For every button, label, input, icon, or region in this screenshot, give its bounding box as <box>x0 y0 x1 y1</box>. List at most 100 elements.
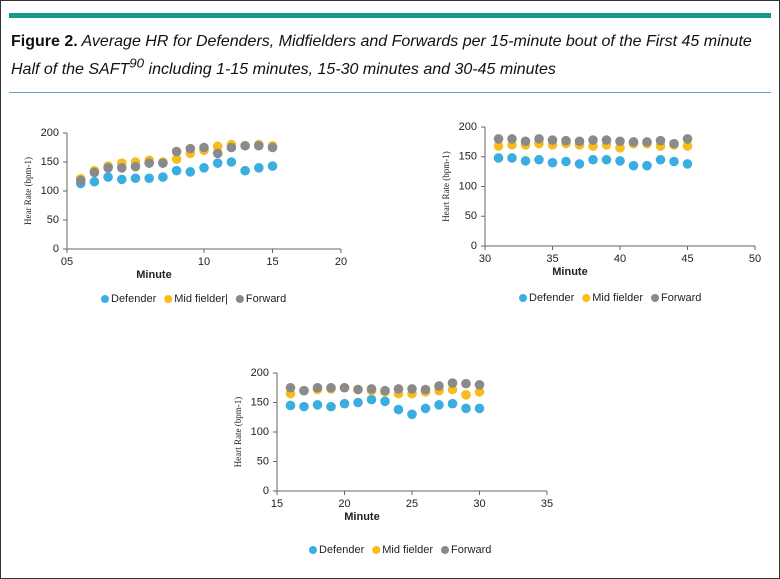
scatter-point <box>628 160 639 171</box>
scatter-point <box>199 142 209 153</box>
x-tick-label: 20 <box>335 256 347 268</box>
scatter-point <box>89 167 100 178</box>
x-axis-label: Minute <box>344 511 379 523</box>
scatter-point <box>434 400 444 410</box>
scatter-point <box>171 154 182 164</box>
scatter-point <box>380 396 390 407</box>
scatter-point <box>534 154 544 165</box>
y-tick-label: 50 <box>465 210 477 222</box>
y-tick-label: 0 <box>53 243 59 255</box>
scatter-point <box>144 158 154 168</box>
scatter-point <box>130 161 141 172</box>
scatter-point <box>393 384 404 394</box>
caption-text: Average HR for Defenders, Midfielders an… <box>11 33 752 79</box>
legend-marker <box>582 294 591 302</box>
scatter-point <box>326 401 336 412</box>
scatter-point <box>655 154 666 165</box>
scatter-point <box>507 134 517 144</box>
scatter-point <box>326 382 336 393</box>
scatter-point <box>520 136 531 147</box>
scatter-point <box>89 176 100 187</box>
scatter-point <box>103 163 113 173</box>
x-tick-label: 15 <box>271 498 283 510</box>
scatter-point <box>380 385 390 396</box>
scatter-point <box>312 382 323 393</box>
y-axis-label: Heart Rate (bpm-1) <box>441 151 451 221</box>
scatter-point <box>682 134 693 144</box>
scatter-point <box>158 158 168 168</box>
scatter-point <box>588 154 598 165</box>
scatter-point <box>461 390 471 400</box>
scatter-point <box>534 134 544 144</box>
x-tick-label: 05 <box>61 256 73 268</box>
x-tick-label: 35 <box>541 498 553 510</box>
legend-label: Forward <box>451 544 491 556</box>
scatter-point <box>240 165 250 176</box>
legend-marker <box>164 295 173 303</box>
scatter-point <box>615 136 625 147</box>
scatter-point <box>628 137 639 147</box>
scatter-point <box>461 403 471 414</box>
scatter-point <box>669 156 679 167</box>
scatter-point <box>299 401 309 412</box>
scatter-point <box>561 135 571 146</box>
scatter-point <box>226 157 237 167</box>
scatter-point <box>642 160 652 171</box>
x-axis-label: Minute <box>136 269 171 281</box>
scatter-point <box>130 173 141 184</box>
scatter-point <box>393 404 404 415</box>
scatter-point <box>588 135 598 145</box>
legend-marker <box>101 295 109 303</box>
scatter-point <box>434 381 444 391</box>
x-tick-label: 35 <box>546 253 558 265</box>
legend-marker <box>309 546 317 554</box>
scatter-point <box>353 397 363 408</box>
scatter-point <box>461 378 471 389</box>
scatter-point <box>407 384 417 394</box>
scatter-point <box>240 140 250 151</box>
scatter-point <box>547 157 558 168</box>
scatter-point <box>199 163 209 173</box>
x-tick-label: 30 <box>479 253 491 265</box>
legend-label: Mid fielder| <box>174 293 228 305</box>
scatter-point <box>493 141 504 151</box>
scatter-point <box>285 400 296 411</box>
x-tick-label: 40 <box>614 253 626 265</box>
scatter-point <box>447 378 458 388</box>
scatter-point <box>253 163 264 173</box>
y-tick-label: 150 <box>41 156 59 168</box>
caption-text: including 1-15 minutes, 15-30 minutes an… <box>144 61 556 79</box>
scatter-point <box>493 153 504 163</box>
scatter-point <box>158 172 168 182</box>
scatter-point <box>212 148 223 159</box>
y-tick-label: 0 <box>471 240 477 252</box>
x-tick-label: 20 <box>338 498 350 510</box>
legend-label: Forward <box>661 292 701 304</box>
scatter-point <box>447 398 458 409</box>
x-axis-label: Minute <box>552 266 587 278</box>
scatter-point <box>574 136 585 147</box>
y-tick-label: 200 <box>251 367 269 379</box>
scatter-point <box>103 172 113 182</box>
y-tick-label: 200 <box>459 121 477 133</box>
scatter-point <box>366 384 377 394</box>
legend-label: Mid fielder <box>592 292 643 304</box>
legend-label: Mid fielder <box>382 544 433 556</box>
legend-label: Defender <box>111 293 157 305</box>
scatter-point <box>144 173 154 184</box>
legend-label: Forward <box>246 293 286 305</box>
scatter-point <box>669 138 679 149</box>
legend-label: Defender <box>319 544 365 556</box>
caption: Figure 2. Average HR for Defenders, Midf… <box>11 31 771 81</box>
scatter-point <box>615 156 625 166</box>
y-tick-label: 50 <box>47 214 59 226</box>
top-bar <box>9 13 771 18</box>
scatter-point <box>226 142 237 153</box>
y-tick-label: 0 <box>263 485 269 497</box>
scatter-point <box>117 163 127 173</box>
x-tick-label: 30 <box>473 498 485 510</box>
scatter-point <box>520 156 531 166</box>
scatter-point <box>682 141 693 151</box>
